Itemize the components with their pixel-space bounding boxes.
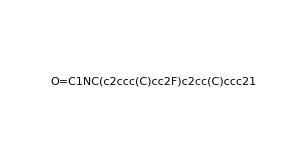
Text: O=C1NC(c2ccc(C)cc2F)c2cc(C)ccc21: O=C1NC(c2ccc(C)cc2F)c2cc(C)ccc21: [50, 76, 257, 87]
